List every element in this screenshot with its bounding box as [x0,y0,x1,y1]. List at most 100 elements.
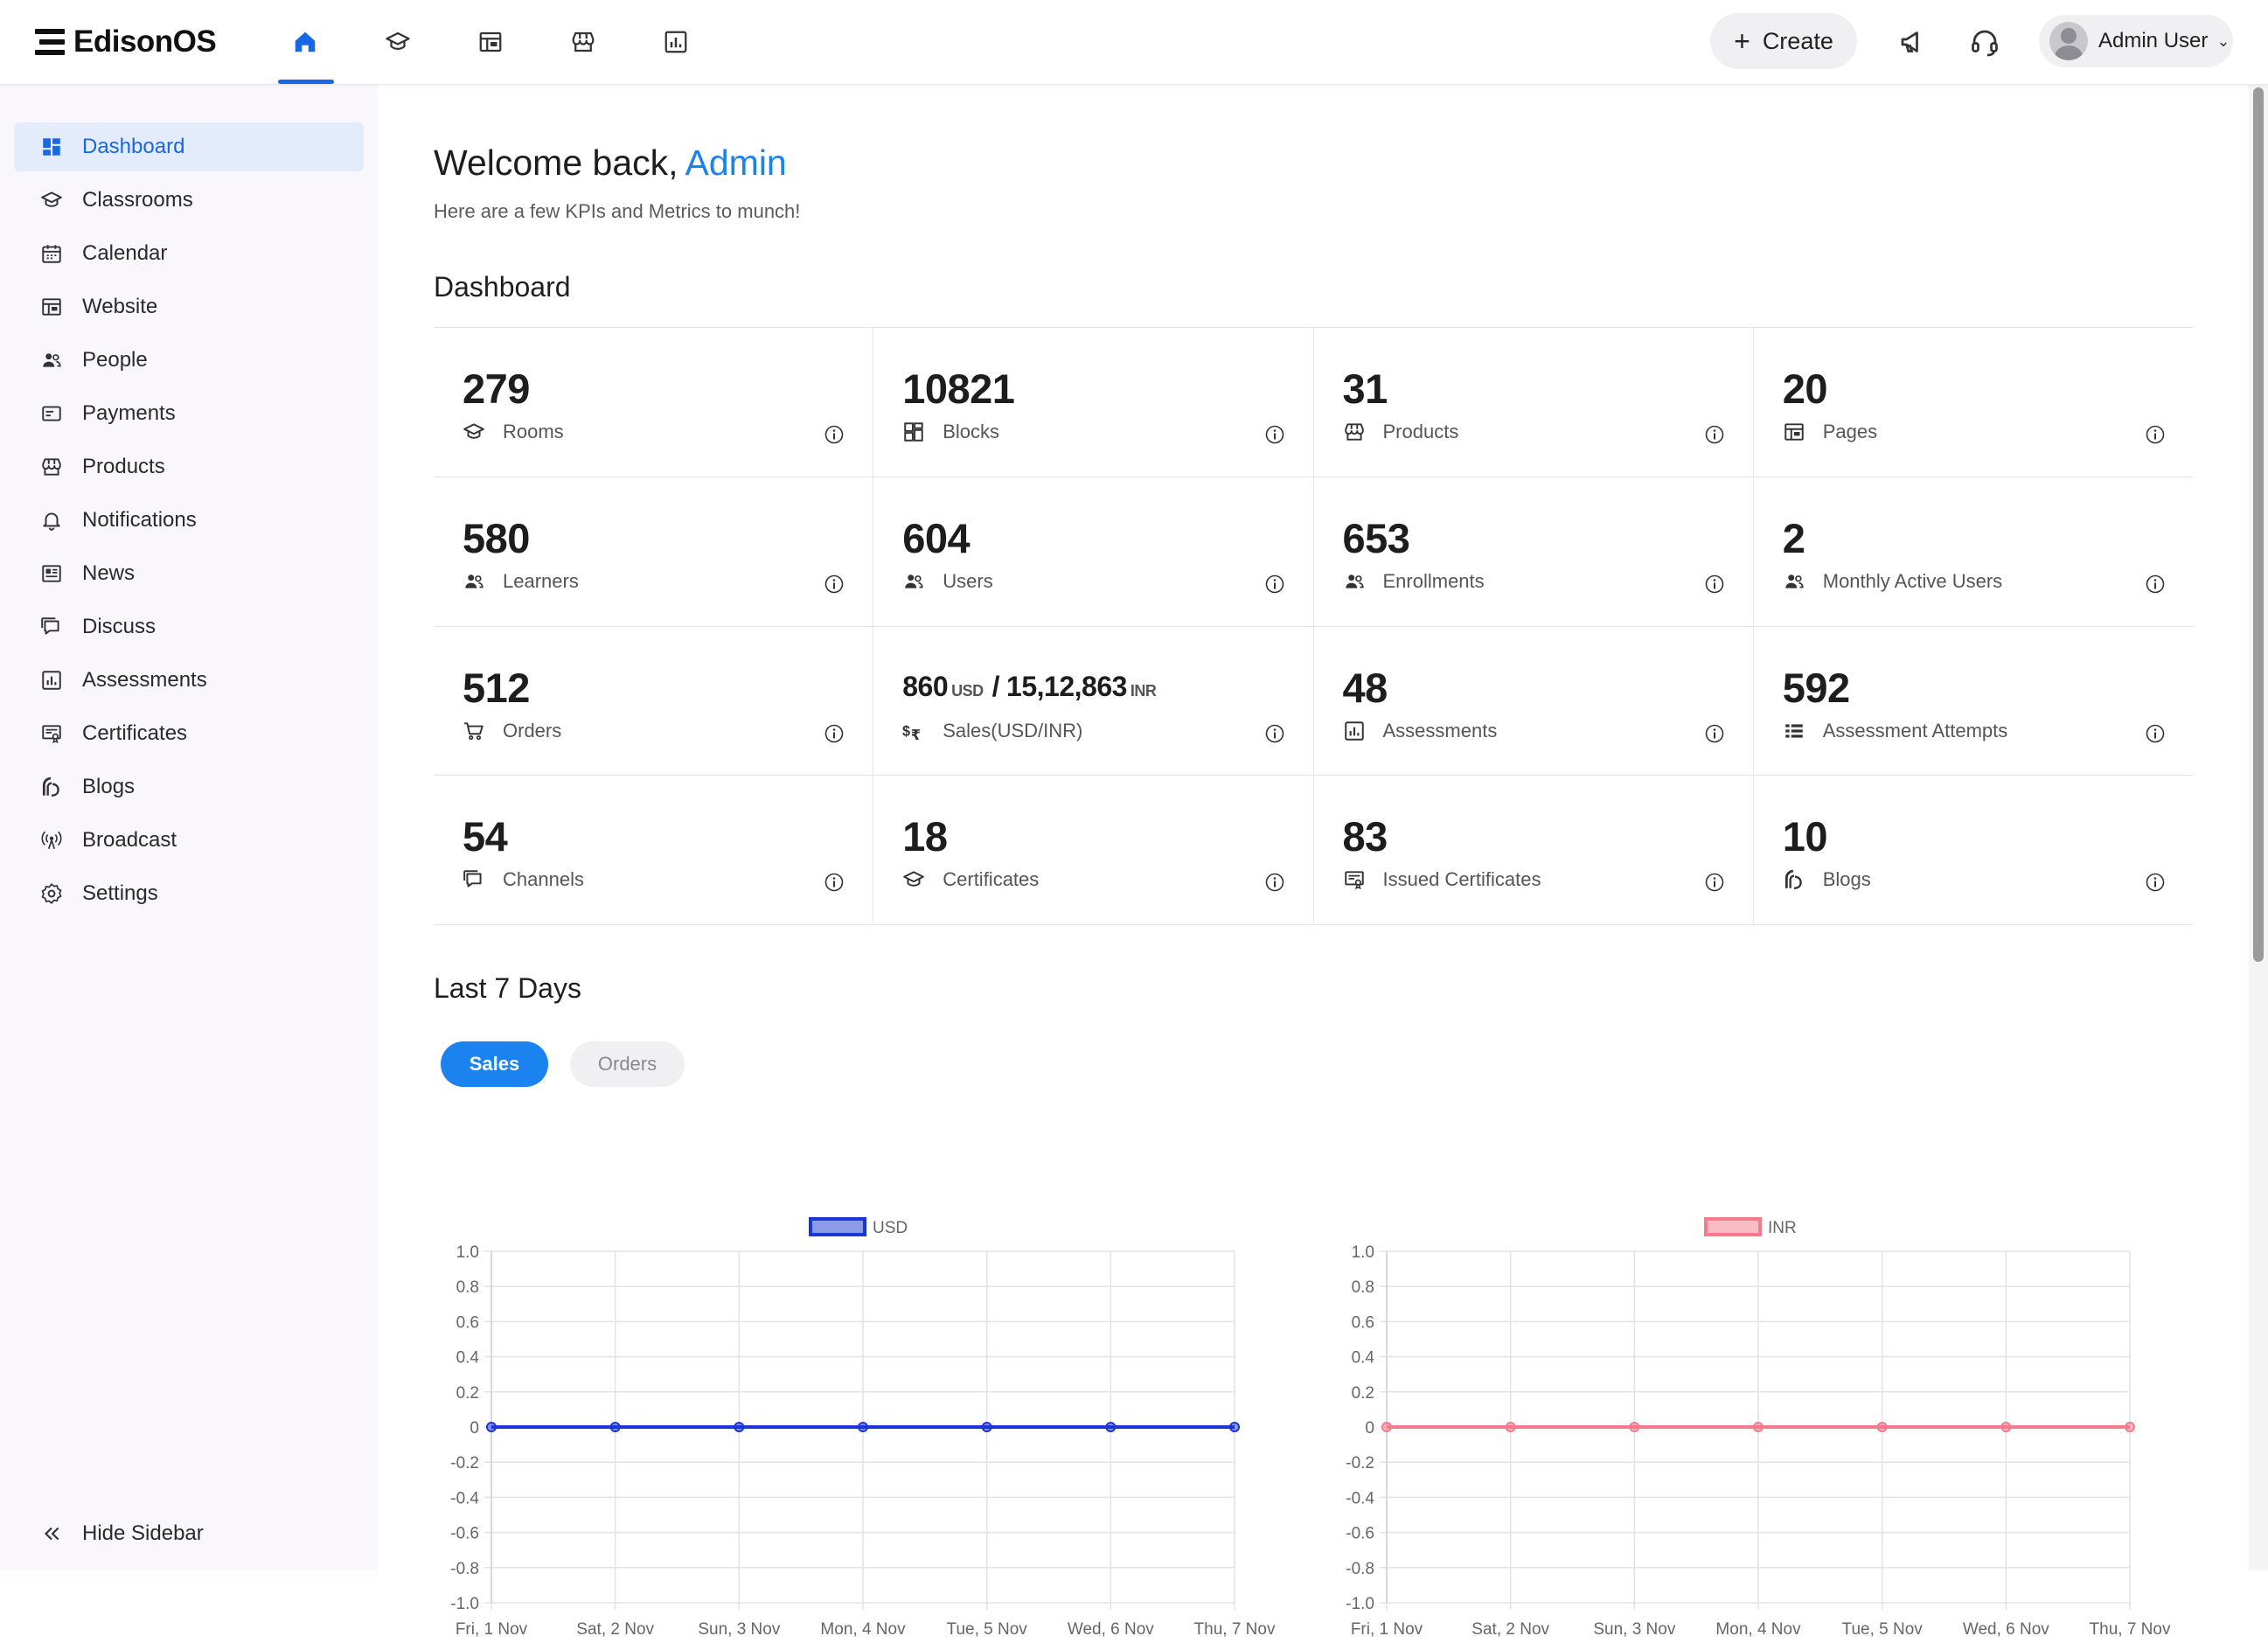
kpi-label-text: Assessments [1382,719,1498,741]
kpi-card: 279 Rooms [434,328,874,477]
data-point[interactable] [981,1422,992,1432]
classroom-icon [386,31,410,50]
kpi-label: Blogs [1783,868,1871,891]
sidebar-item-assessments[interactable]: Assessments [14,656,364,705]
kpi-card: 860 USD /15,12,863 INR $ ₹ Sales(USD/INR) [873,626,1314,776]
sidebar-item-blogs[interactable]: Blogs [14,762,364,811]
data-point[interactable] [1876,1422,1888,1432]
info-icon[interactable] [2145,723,2166,744]
kpi-label-text: Products [1382,421,1459,442]
info-icon[interactable] [1264,723,1285,744]
classroom-icon [903,871,925,887]
y-tick-label: 0.8 [1352,1278,1374,1297]
data-point[interactable] [858,1422,868,1432]
kpi-value: 653 [1342,514,1410,561]
topnav-item-website[interactable] [462,0,554,84]
sidebar-item-label: Payments [82,401,176,425]
data-point[interactable] [1381,1422,1392,1432]
topnav-item-classroom[interactable] [369,0,462,84]
sidebar-item-website[interactable]: Website [14,282,364,331]
info-icon[interactable] [2145,872,2166,893]
data-point[interactable] [2125,1422,2135,1432]
logo[interactable]: EdisonOS [35,24,217,59]
sidebar-item-dashboard[interactable]: Dashboard [14,122,364,171]
sidebar-item-payments[interactable]: Payments [14,389,364,438]
y-tick-label: -0.2 [1346,1454,1374,1472]
kpi-label-text: Orders [503,719,562,741]
info-icon[interactable] [824,574,845,595]
data-point[interactable] [2000,1422,2012,1432]
sidebar-item-news[interactable]: News [14,549,364,598]
last-7-days-heading: Last 7 Days [434,972,581,1004]
data-point[interactable] [609,1422,621,1432]
data-point[interactable] [1505,1422,1516,1432]
blocks-icon [904,422,923,442]
kpi-label-text: Sales(USD/INR) [943,719,1083,741]
welcome-name: Admin [685,143,787,183]
data-point[interactable] [1753,1422,1764,1432]
website-icon [1784,423,1804,441]
sidebar-item-people[interactable]: People [14,336,364,385]
sidebar-item-broadcast[interactable]: Broadcast [14,816,364,865]
svg-text:₹: ₹ [911,726,921,741]
kpi-value: 31 [1342,366,1388,412]
sidebar-item-discuss[interactable]: Discuss [14,602,364,651]
kpi-card: 2 Monthly Active Users [1753,477,2194,627]
data-point[interactable] [486,1422,497,1432]
legend-label[interactable]: INR [1768,1219,1797,1237]
blog-icon [42,776,59,797]
x-tick-label: Sat, 2 Nov [1471,1620,1549,1639]
x-tick-label: Fri, 1 Nov [1351,1620,1423,1639]
topnav-item-home[interactable] [276,0,369,84]
x-tick-label: Tue, 5 Nov [1842,1620,1924,1639]
sidebar-item-certificates[interactable]: Certificates [14,709,364,758]
logo-icon [35,29,65,55]
kpi-value: 83 [1342,813,1388,860]
info-icon[interactable] [824,424,845,445]
sidebar-item-settings[interactable]: Settings [14,869,364,918]
sidebar-item-label: Website [82,295,158,318]
sidebar-item-products[interactable]: Products [14,442,364,491]
data-point[interactable] [1105,1422,1117,1432]
info-icon[interactable] [1704,872,1725,893]
kpi-label: Issued Certificates [1343,868,1541,891]
y-tick-label: 1.0 [1352,1243,1374,1262]
y-tick-label: -0.4 [450,1489,479,1507]
data-point[interactable] [1229,1422,1240,1432]
discuss-icon [41,617,59,635]
create-button[interactable]: + Create [1710,13,1857,69]
y-tick-label: 0.8 [456,1278,479,1297]
topnav-item-analytics[interactable] [647,0,740,84]
user-menu[interactable]: Admin User ⌄ [2039,15,2233,67]
legend-label[interactable]: USD [873,1219,908,1237]
info-icon[interactable] [1264,872,1285,893]
info-icon[interactable] [1704,723,1725,744]
sidebar-item-classrooms[interactable]: Classrooms [14,176,364,225]
headset-icon[interactable] [1969,26,2000,58]
info-icon[interactable] [824,872,845,893]
sidebar-item-calendar[interactable]: Calendar [14,229,364,278]
legend-swatch[interactable] [809,1217,866,1236]
scrollbar-thumb[interactable] [2253,87,2264,962]
hide-sidebar-label: Hide Sidebar [82,1521,204,1545]
sidebar-item-notifications[interactable]: Notifications [14,496,364,545]
bell-icon [43,512,60,531]
info-icon[interactable] [1264,424,1285,445]
tab-sales[interactable]: Sales [441,1041,548,1087]
info-icon[interactable] [824,723,845,744]
hide-sidebar-button[interactable]: Hide Sidebar [40,1521,204,1546]
page-subtitle: Here are a few KPIs and Metrics to munch… [434,200,801,222]
data-point[interactable] [734,1422,745,1432]
legend-swatch[interactable] [1704,1217,1762,1236]
inr-chart: INR 1.0 0.8 0.6 0.4 0.2 0 -0.2 -0.4 -0.6 -0.8 -1.0 F… [1346,1217,2171,1639]
kpi-label: $ ₹ Sales(USD/INR) [902,720,1082,742]
info-icon[interactable] [1704,574,1725,595]
data-point[interactable] [1629,1422,1640,1432]
tab-orders[interactable]: Orders [570,1041,685,1087]
info-icon[interactable] [1264,574,1285,595]
info-icon[interactable] [2145,424,2166,445]
info-icon[interactable] [2145,574,2166,595]
megaphone-icon[interactable] [1897,26,1929,58]
topnav-item-store[interactable] [554,0,647,84]
info-icon[interactable] [1704,424,1725,445]
